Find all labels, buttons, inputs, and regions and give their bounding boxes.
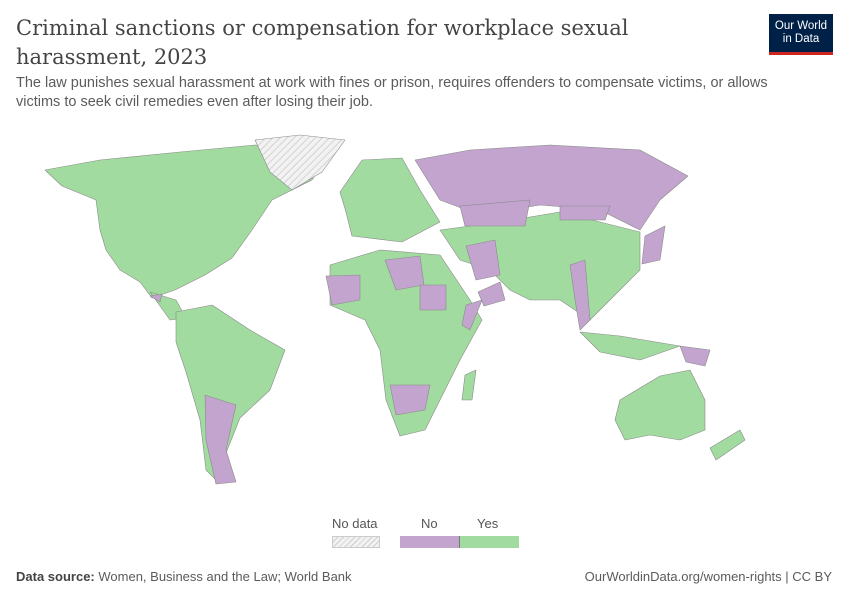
chart-subtitle: The law punishes sexual harassment at wo…: [16, 75, 768, 110]
legend-label-no: No: [421, 516, 438, 531]
region-sudan[interactable]: [419, 284, 447, 311]
logo-line-1: Our World: [774, 20, 828, 32]
legend-label-yes: Yes: [477, 516, 499, 531]
region-iran[interactable]: [465, 239, 501, 281]
chart-title: Criminal sanctions or compensation for w…: [16, 16, 629, 69]
region-honduras[interactable]: [149, 293, 163, 303]
region-south-america[interactable]: [175, 304, 286, 481]
region-japan[interactable]: [641, 225, 666, 265]
region-southern-africa[interactable]: [389, 384, 431, 416]
region-greenland[interactable]: [254, 134, 346, 191]
region-kazakhstan[interactable]: [459, 199, 531, 227]
owid-logo[interactable]: Our World in Data: [769, 14, 833, 55]
source-label: Data source:: [16, 569, 95, 584]
region-new-zealand[interactable]: [709, 429, 746, 461]
region-australia[interactable]: [614, 369, 706, 441]
legend-swatch-no[interactable]: [400, 536, 459, 548]
legend-label-no-data: No data: [332, 516, 378, 531]
region-argentina-chile[interactable]: [204, 394, 237, 485]
legend-swatch-yes[interactable]: [459, 536, 519, 548]
world-map: [44, 134, 746, 485]
region-somalia[interactable]: [461, 299, 483, 331]
logo-line-2: in Data: [782, 33, 820, 45]
region-southeast-asia[interactable]: [569, 259, 591, 331]
legend: No data No Yes: [330, 516, 530, 556]
region-europe[interactable]: [339, 157, 441, 243]
region-papua[interactable]: [679, 345, 711, 367]
region-mali-mauritania[interactable]: [325, 274, 361, 306]
source-text: Women, Business and the Law; World Bank: [98, 569, 352, 584]
region-oman-yemen[interactable]: [477, 281, 506, 307]
license-link[interactable]: OurWorldinData.org/women-rights | CC BY: [584, 569, 832, 584]
region-madagascar[interactable]: [461, 369, 477, 401]
legend-swatch-no-data[interactable]: [332, 536, 380, 548]
region-north-america[interactable]: [44, 144, 331, 299]
region-indonesia[interactable]: [579, 331, 681, 361]
region-mongolia[interactable]: [559, 205, 611, 221]
data-source: Data source: Women, Business and the Law…: [16, 569, 352, 584]
